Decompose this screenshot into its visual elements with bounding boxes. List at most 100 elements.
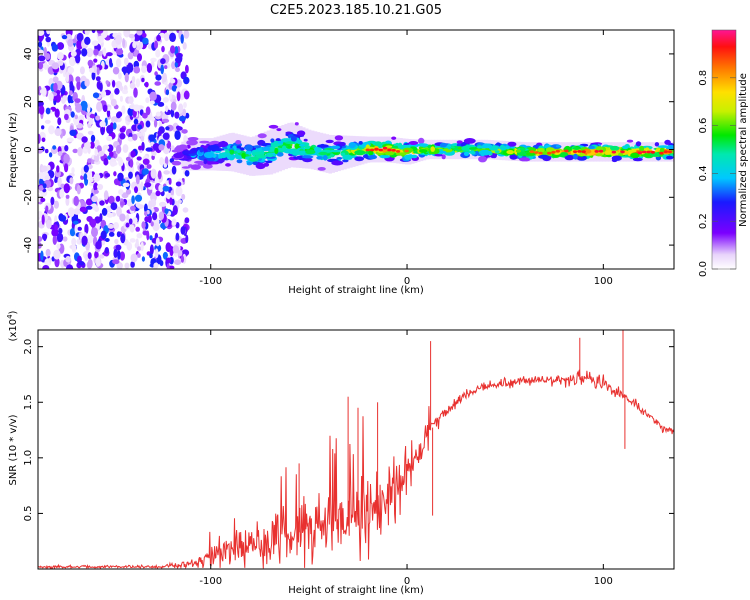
ridge-blob <box>219 152 228 159</box>
noise-speckle <box>133 104 141 112</box>
noise-speckle <box>127 64 134 73</box>
noise-speckle <box>89 141 95 149</box>
colorbar-gradient <box>712 30 736 269</box>
snr-scale-suffix: ) <box>8 310 19 314</box>
ridge-blob <box>330 145 341 150</box>
ridge-blob <box>342 154 352 160</box>
ridge-blob <box>184 150 197 154</box>
noise-speckle <box>87 59 94 67</box>
noise-speckle <box>118 158 124 167</box>
noise-speckle <box>175 56 182 64</box>
noise-speckle <box>84 78 90 87</box>
noise-speckle <box>130 150 136 158</box>
ridge-blob <box>374 141 383 147</box>
noise-speckle <box>150 168 157 179</box>
ridge-blob <box>470 150 476 155</box>
noise-speckle <box>79 206 87 213</box>
ridge-peak <box>620 150 625 154</box>
noise-speckle <box>63 183 70 194</box>
noise-speckle <box>94 250 99 259</box>
ridge-peak <box>551 150 556 154</box>
noise-speckle <box>57 117 62 126</box>
noise-speckle <box>119 251 126 261</box>
noise-speckle <box>116 206 122 217</box>
noise-speckle <box>102 90 107 97</box>
noise-speckle <box>182 42 187 50</box>
noise-speckle <box>97 50 104 57</box>
noise-speckle <box>63 153 70 164</box>
ridge-blob <box>298 150 306 156</box>
ridge-blob <box>630 152 640 159</box>
snr-xtick-label: 0 <box>404 576 410 587</box>
ridge-blob <box>212 148 225 151</box>
noise-speckle <box>141 221 146 229</box>
noise-speckle <box>132 41 137 49</box>
ridge-peak <box>534 151 539 154</box>
noise-speckle <box>175 232 180 241</box>
noise-speckle <box>53 200 60 209</box>
noise-speckle <box>98 150 105 157</box>
ridge-peak <box>650 150 655 154</box>
noise-speckle <box>93 182 98 191</box>
noise-speckle <box>129 159 134 168</box>
ridge-blob <box>290 135 297 142</box>
ridge-peak <box>391 148 396 152</box>
ridge-blob <box>506 150 514 155</box>
ridge-blob <box>301 155 314 159</box>
ridge-peak <box>577 150 582 153</box>
ridge-blob <box>325 139 334 144</box>
noise-speckle <box>51 44 59 52</box>
noise-speckle <box>126 214 130 221</box>
ridge-blob <box>270 138 275 143</box>
noise-speckle <box>157 170 162 180</box>
ridge-blob <box>657 145 670 149</box>
noise-speckle <box>136 161 140 166</box>
noise-speckle <box>174 259 182 266</box>
noise-speckle <box>126 241 133 251</box>
noise-speckle <box>95 257 101 267</box>
ridge-blob <box>199 146 204 153</box>
noise-speckle <box>128 218 133 225</box>
noise-speckle <box>159 260 164 267</box>
noise-speckle <box>38 263 42 269</box>
ridge-blob <box>527 147 537 153</box>
noise-speckle <box>75 76 81 83</box>
ridge-blob <box>235 140 242 145</box>
noise-speckle <box>162 251 168 260</box>
noise-speckle <box>141 256 145 262</box>
noise-speckle <box>56 42 65 50</box>
ridge-blob <box>417 143 429 147</box>
noise-speckle <box>106 52 113 57</box>
noise-speckle <box>152 212 158 221</box>
noise-speckle <box>135 78 141 88</box>
ridge-peak <box>538 151 543 155</box>
noise-speckle <box>99 82 103 92</box>
noise-speckle <box>182 207 189 213</box>
noise-speckle <box>145 147 153 152</box>
noise-speckle <box>92 92 100 99</box>
noise-speckle <box>38 185 44 191</box>
noise-speckle <box>71 167 75 174</box>
ridge-blob <box>277 140 284 144</box>
noise-speckle <box>128 96 134 105</box>
noise-speckle <box>131 76 136 84</box>
noise-speckle <box>78 261 85 266</box>
spectrogram-xtick-label: 0 <box>404 276 410 287</box>
noise-speckle <box>48 92 54 102</box>
ridge-blob <box>463 151 470 156</box>
noise-speckle <box>80 100 88 111</box>
noise-speckle <box>164 208 169 215</box>
ridge-blob <box>285 141 296 145</box>
noise-speckle <box>144 211 148 217</box>
ridge-blob <box>203 158 208 165</box>
noise-speckle <box>58 60 64 66</box>
noise-speckle <box>119 95 123 102</box>
colorbar-frame <box>711 29 737 270</box>
ridge-peak <box>637 151 642 155</box>
noise-speckle <box>54 169 61 178</box>
noise-speckle <box>125 222 130 228</box>
noise-speckle <box>45 205 49 213</box>
noise-speckle <box>50 196 55 206</box>
noise-speckle <box>135 226 140 232</box>
noise-speckle <box>142 168 149 175</box>
